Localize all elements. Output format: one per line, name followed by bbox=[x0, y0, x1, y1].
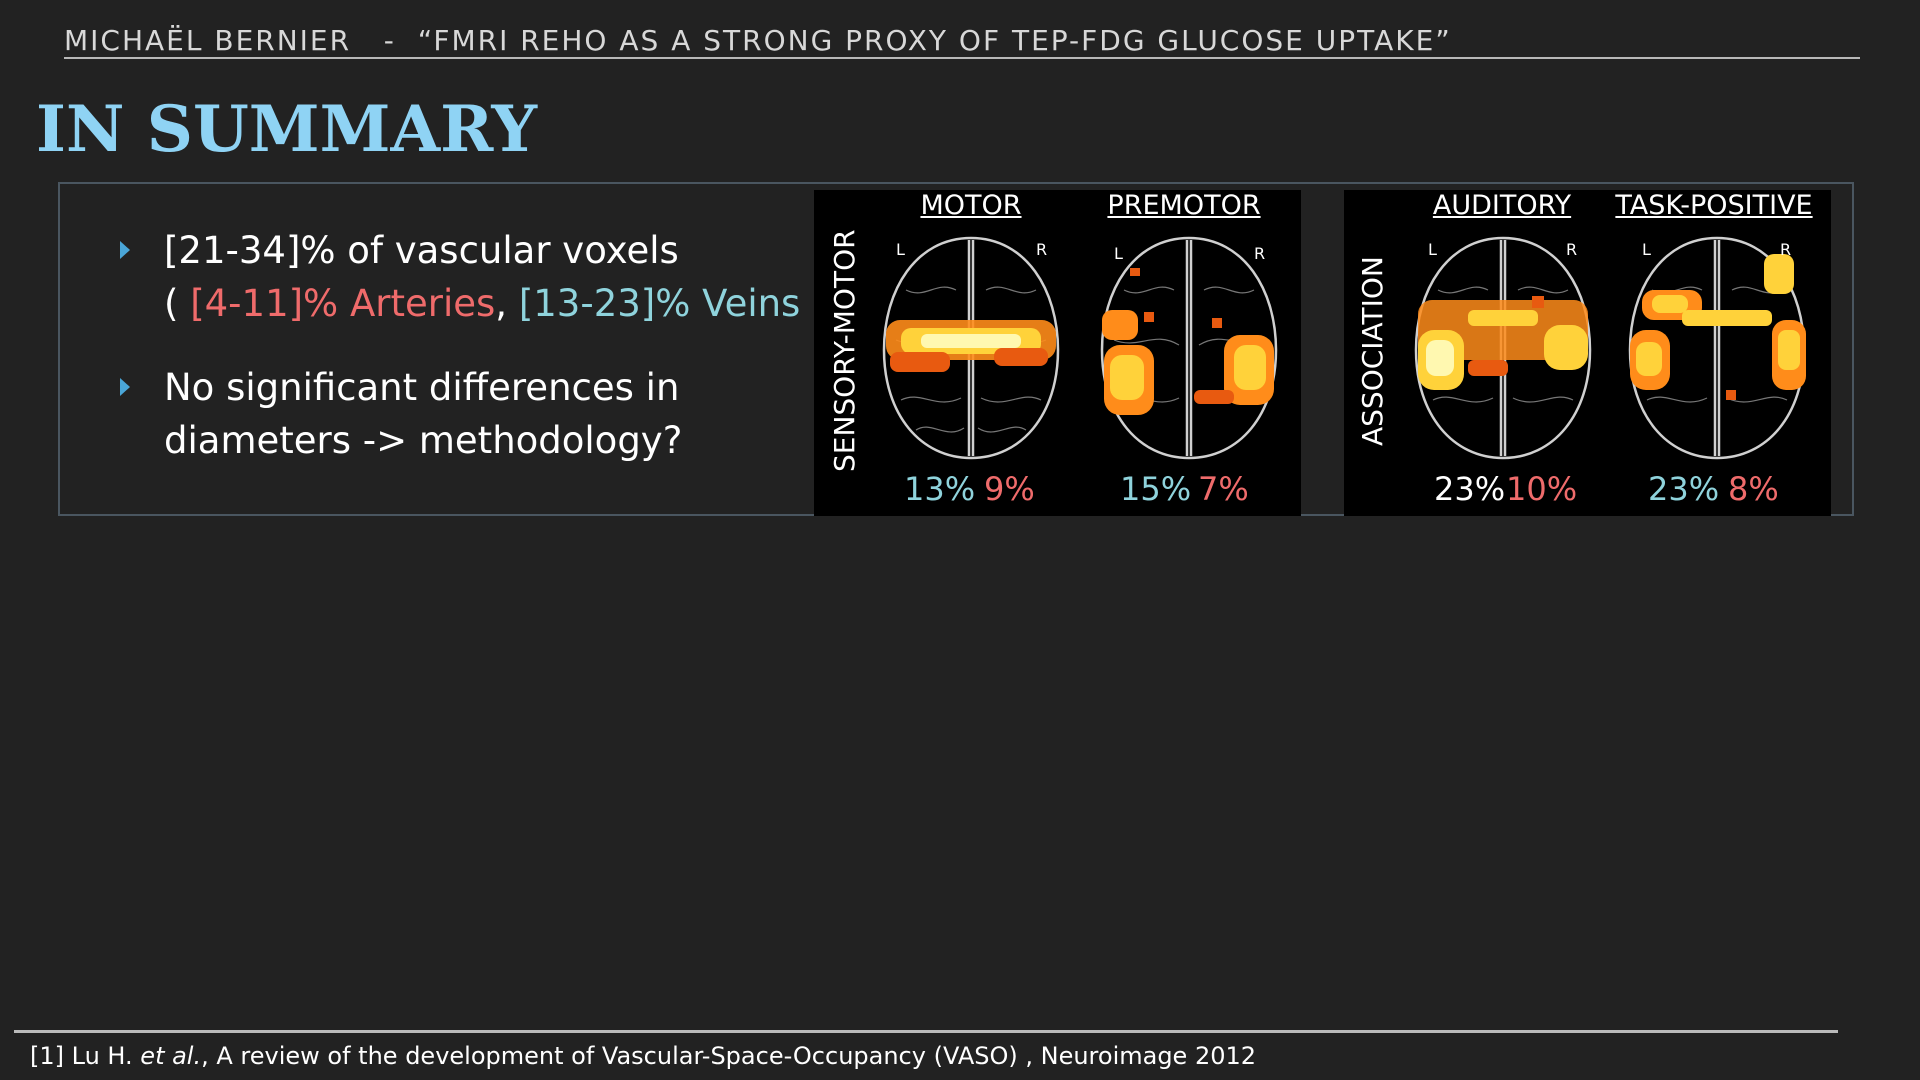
bullet-arrow-icon bbox=[120, 241, 130, 259]
slide-title: IN SUMMARY bbox=[36, 92, 537, 167]
footnote-ref: [1] Lu H. bbox=[30, 1042, 141, 1070]
bullet-arrow-icon bbox=[120, 378, 130, 396]
region-title: MOTOR bbox=[920, 190, 1022, 221]
artery-percent: 10% bbox=[1506, 470, 1578, 508]
vein-percent: 23% bbox=[1434, 470, 1506, 508]
brain-map-image: L R bbox=[1094, 230, 1284, 466]
region-title: PREMOTOR bbox=[1107, 190, 1261, 221]
arteries-range: [4-11]% Arteries bbox=[190, 282, 496, 325]
figure-panel-sensory-motor: SENSORY-MOTOR MOTOR L R 13% bbox=[814, 190, 1301, 516]
brain-map-image: L R bbox=[876, 230, 1066, 466]
artery-percent: 7% bbox=[1198, 470, 1249, 508]
right-hemisphere-label: R bbox=[1036, 240, 1048, 259]
talk-title: “FMRI REHO AS A STRONG PROXY OF TEP-FDG … bbox=[417, 24, 1452, 57]
reference-footnote: [1] Lu H. et al., A review of the develo… bbox=[30, 1042, 1256, 1070]
artery-percent: 9% bbox=[984, 470, 1035, 508]
bullet-text: [21-34]% of vascular voxels ( [4-11]% Ar… bbox=[164, 224, 827, 330]
vein-percent: 23% bbox=[1648, 470, 1720, 508]
vein-percent: 15% bbox=[1120, 470, 1192, 508]
comma: , bbox=[495, 282, 519, 325]
bullet-line: diameters -> methodology? bbox=[164, 419, 683, 462]
left-hemisphere-label: L bbox=[896, 240, 905, 259]
bullet-line: No significant differences in bbox=[164, 366, 680, 409]
artery-percent: 8% bbox=[1728, 470, 1779, 508]
right-hemisphere-label: R bbox=[1780, 240, 1792, 259]
footnote-rest: , A review of the development of Vascula… bbox=[201, 1042, 1257, 1070]
bullet-text: No significant differences in diameters … bbox=[164, 361, 682, 467]
bullet-line: [21-34]% of vascular voxels bbox=[164, 229, 679, 272]
group-label: SENSORY-MOTOR bbox=[828, 229, 861, 472]
left-hemisphere-label: L bbox=[1114, 244, 1123, 263]
author-name: MICHAËL BERNIER bbox=[64, 24, 352, 57]
group-label: ASSOCIATION bbox=[1356, 256, 1389, 446]
bullet-line: ( [4-11]% Arteries, [13-23]% Veins ) bbox=[164, 277, 827, 330]
vein-percent: 13% bbox=[904, 470, 976, 508]
left-hemisphere-label: L bbox=[1428, 240, 1437, 259]
footnote-etal: et al. bbox=[140, 1042, 202, 1070]
region-title: AUDITORY bbox=[1432, 190, 1572, 221]
region-title: TASK-POSITIVE bbox=[1615, 190, 1813, 221]
header-separator: - bbox=[383, 24, 396, 57]
slide-header: MICHAËL BERNIER - “FMRI REHO AS A STRONG… bbox=[64, 24, 1452, 57]
figure-panel-association: ASSOCIATION AUDITORY L R 23% bbox=[1344, 190, 1831, 516]
right-hemisphere-label: R bbox=[1254, 244, 1266, 263]
brain-map-image: L R bbox=[1408, 230, 1598, 466]
veins-range: [13-23]% Veins bbox=[518, 282, 801, 325]
left-hemisphere-label: L bbox=[1642, 240, 1651, 259]
header-divider bbox=[64, 57, 1860, 59]
brain-map-image: L R bbox=[1622, 230, 1812, 466]
right-hemisphere-label: R bbox=[1566, 240, 1578, 259]
footer-divider bbox=[14, 1030, 1838, 1033]
paren-open: ( bbox=[164, 282, 191, 325]
